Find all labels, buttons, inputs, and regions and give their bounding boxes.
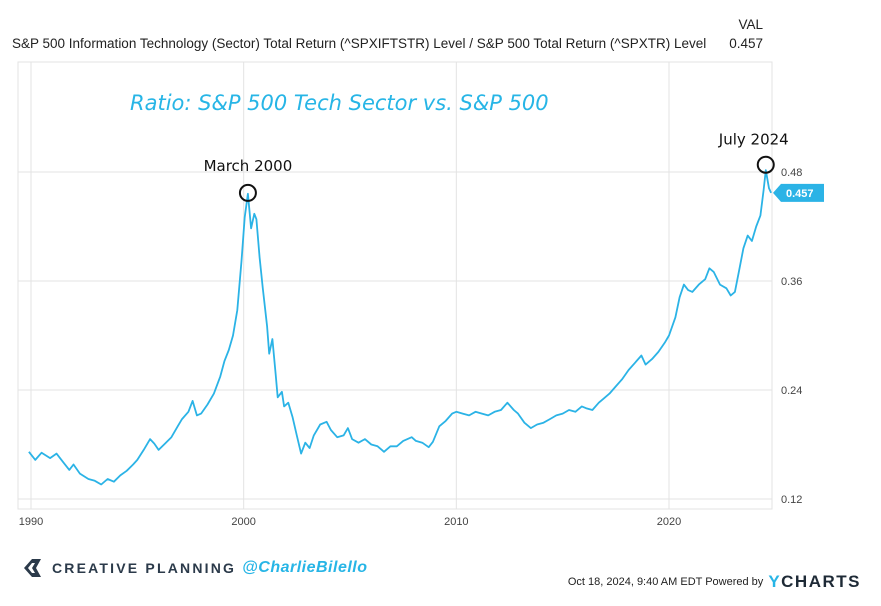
x-tick-label: 2020 [657, 516, 681, 528]
ycharts-logo-y: Y [768, 572, 782, 591]
series-title: S&P 500 Information Technology (Sector) … [12, 36, 707, 51]
brand-name: CREATIVE PLANNING [52, 560, 237, 576]
last-value-flag [773, 183, 824, 202]
ycharts-logo-text: CHARTS [781, 572, 861, 591]
author-handle: @CharlieBilello [242, 559, 368, 576]
callout-label: July 2024 [718, 131, 789, 149]
callout-label: March 2000 [204, 157, 293, 175]
creative-planning-brand: CREATIVE PLANNING @CharlieBilello [22, 558, 368, 578]
ratio-series-line [28, 169, 772, 486]
callout-circle [756, 155, 775, 174]
annotation-title: Ratio: S&P 500 Tech Sector vs. S&P 500 [130, 91, 549, 115]
ycharts-logo: YCHARTS [768, 572, 861, 592]
powered-by: Oct 18, 2024, 9:40 AM EDT Powered by YCH… [568, 572, 861, 592]
y-tick-label: 0.48 [781, 167, 802, 179]
current-value: 0.457 [729, 36, 763, 51]
value-column-header: VAL [738, 17, 763, 32]
ratio-line-chart: 0.12 0.24 0.36 0.48 1990 2000 2010 2020 0.457 Rat… [17, 61, 824, 528]
y-tick-label: 0.12 [781, 494, 802, 506]
y-tick-label: 0.24 [781, 385, 802, 397]
y-tick-label: 0.36 [781, 276, 802, 288]
x-tick-label: 1990 [19, 516, 43, 528]
x-tick-label: 2000 [231, 516, 255, 528]
timestamp: Oct 18, 2024, 9:40 AM EDT Powered by [567, 576, 764, 588]
creative-planning-logo-icon [24, 559, 41, 577]
last-value-label: 0.457 [786, 188, 814, 200]
plot-frame [17, 61, 773, 510]
x-tick-label: 2010 [444, 516, 468, 528]
callout-circle [238, 183, 257, 202]
